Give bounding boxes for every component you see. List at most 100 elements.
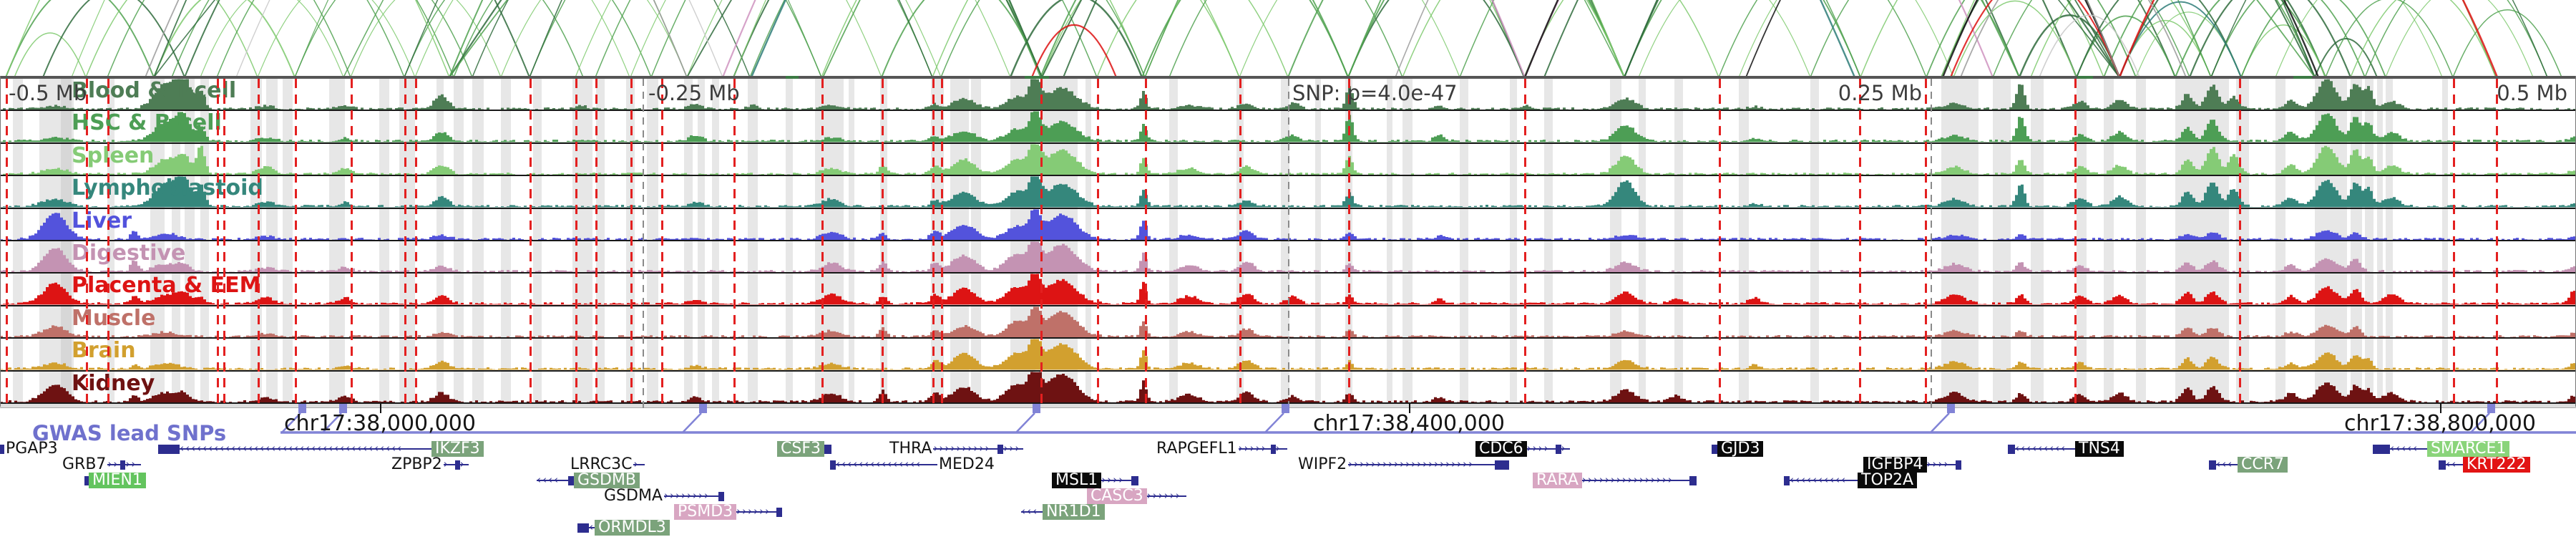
gene-igfbp4[interactable]: IGFBP4 ›››› [1863, 457, 1961, 473]
gene-psmd3[interactable]: PSMD3 ›››››› [674, 504, 783, 520]
interaction-arc[interactable] [1738, 0, 1954, 77]
gwas-lead-snp-marker[interactable] [1947, 404, 1955, 413]
gene-mien1[interactable]: MIEN1 [84, 473, 146, 488]
interaction-arc[interactable] [881, 0, 1043, 77]
gene-smarce1[interactable]: ‹‹‹‹‹ SMARCE1 [2373, 441, 2510, 457]
interaction-arc[interactable] [1953, 0, 2077, 77]
interaction-arc[interactable] [1040, 0, 1349, 77]
gene-ormdl3[interactable]: ‹ ORMDL3 [577, 520, 670, 536]
gene-krt222[interactable]: ‹‹ KRT222 [2439, 457, 2530, 473]
interaction-arc[interactable] [414, 0, 630, 77]
interaction-arc[interactable] [1287, 0, 1625, 77]
interaction-arc[interactable] [733, 0, 1625, 77]
interaction-arc[interactable] [145, 0, 688, 77]
interaction-arc[interactable] [257, 0, 416, 77]
gene-rara[interactable]: RARA ›››››››››››››››› [1533, 473, 1697, 488]
interaction-arc[interactable] [1041, 0, 1240, 77]
interaction-arc[interactable] [2210, 0, 2366, 77]
interaction-arc[interactable] [2452, 9, 2562, 77]
interaction-arc[interactable] [2275, 0, 2443, 77]
interaction-arc[interactable] [2364, 0, 2548, 77]
gene-lrrc3c[interactable]: LRRC3C › [569, 457, 645, 473]
interaction-arc[interactable] [350, 0, 502, 77]
interaction-arc[interactable] [2119, 1, 2242, 77]
gene-gsdma[interactable]: GSDMA ›››››››› [602, 488, 724, 504]
interaction-arc[interactable] [1169, 0, 1403, 77]
interaction-arc[interactable] [14, 32, 87, 77]
interaction-arc[interactable] [153, 0, 1043, 77]
interaction-arc[interactable] [2314, 38, 2378, 77]
interaction-arc[interactable] [171, 0, 405, 77]
interaction-arc[interactable] [1347, 0, 1525, 77]
interaction-arc[interactable] [2188, 0, 2352, 77]
interaction-arc[interactable] [2385, 0, 2534, 77]
interaction-arc[interactable] [200, 0, 344, 77]
gene-cdc6[interactable]: CDC6 ›››› › [1475, 441, 1570, 457]
gwas-lead-snp-marker[interactable] [699, 404, 707, 413]
interaction-arc[interactable] [650, 0, 1041, 77]
interaction-arc[interactable] [2350, 0, 2497, 77]
gene-med24[interactable]: ‹‹‹‹‹‹‹‹‹‹‹‹‹‹‹ MED24 [830, 457, 996, 473]
interaction-arc[interactable] [822, 0, 2020, 77]
interaction-arc[interactable] [343, 0, 1625, 77]
interaction-arc[interactable] [85, 0, 258, 77]
interaction-arc[interactable] [2103, 0, 2316, 77]
gene-zpbp2[interactable]: ZPBP2 › › [390, 457, 469, 473]
gwas-lead-snp-marker[interactable] [1033, 404, 1040, 413]
interaction-arc[interactable] [1239, 0, 1460, 77]
gwas-lead-snp-marker[interactable] [339, 404, 347, 413]
interaction-arc[interactable] [1395, 0, 2120, 77]
interaction-arc[interactable] [2175, 0, 2326, 77]
interaction-arc[interactable] [1860, 0, 2104, 77]
interaction-arc[interactable] [404, 0, 584, 77]
interaction-arc[interactable] [2030, 0, 2212, 77]
interaction-arc[interactable] [1949, 0, 2121, 77]
gene-wipf2[interactable]: WIPF2 ›››››››››››››››››››››› [1297, 457, 1510, 473]
gene-nr1d1[interactable]: ‹‹‹ NR1D1 [1021, 504, 1105, 520]
interaction-arc[interactable] [1030, 24, 1118, 77]
gwas-lead-snp-marker[interactable] [1282, 404, 1289, 413]
interaction-arc[interactable] [1009, 0, 1143, 77]
interaction-arc[interactable] [2076, 15, 2176, 77]
gene-gsdmb[interactable]: ‹‹‹‹ GSDMB [537, 473, 640, 488]
interaction-arc[interactable] [42, 0, 185, 77]
interaction-arc[interactable] [5, 0, 155, 77]
interaction-arc[interactable] [2240, 24, 2326, 77]
interaction-arc[interactable] [1638, 0, 1811, 77]
interaction-arc[interactable] [1402, 0, 1625, 77]
interaction-arc[interactable] [2240, 0, 2386, 77]
interaction-arc[interactable] [529, 0, 822, 77]
gene-ccr7[interactable]: ‹‹‹ CCR7 [2209, 457, 2288, 473]
interaction-arc[interactable] [1144, 0, 1525, 77]
gene-csf3[interactable]: CSF3 [777, 441, 831, 457]
interaction-arc[interactable] [71, 0, 688, 77]
gene-gjd3[interactable]: GJD3 [1712, 441, 1764, 457]
interaction-arc[interactable] [630, 0, 942, 77]
interaction-arc[interactable] [107, 0, 351, 77]
interaction-arc[interactable] [932, 0, 1240, 77]
interaction-arcs-panel[interactable] [0, 0, 2576, 77]
interaction-arc[interactable] [2118, 0, 2327, 77]
interaction-arc[interactable] [453, 0, 652, 77]
interaction-arc[interactable] [1523, 0, 2121, 77]
gwas-lead-snp-marker[interactable] [298, 404, 306, 413]
interaction-arc[interactable] [235, 0, 723, 77]
gene-pgap3[interactable]: PGAP3 [0, 441, 59, 457]
interaction-arc[interactable] [1096, 0, 1289, 77]
gene-thra[interactable]: THRA ›››››››››› ››› [888, 441, 1024, 457]
gene-grb7[interactable]: GRB7 ›› ›› [61, 457, 142, 473]
interaction-arc[interactable] [1718, 0, 1927, 77]
gwas-lead-snp-marker[interactable] [2487, 404, 2495, 413]
interaction-arc[interactable] [1926, 0, 2137, 77]
gene-tns4[interactable]: ‹‹‹‹‹‹‹‹‹ TNS4 [2008, 441, 2124, 457]
interaction-arc[interactable] [2119, 20, 2212, 77]
interaction-arc[interactable] [2018, 14, 2121, 77]
interaction-arc[interactable] [449, 0, 2120, 77]
interaction-arc[interactable] [2325, 0, 2454, 77]
interaction-arc[interactable] [1624, 0, 1861, 77]
interaction-arc[interactable] [686, 0, 2120, 77]
interaction-arc[interactable] [1992, 0, 2190, 77]
interaction-arc[interactable] [940, 0, 1146, 77]
interaction-arc[interactable] [1960, 0, 2187, 77]
interaction-arc[interactable] [216, 0, 454, 77]
